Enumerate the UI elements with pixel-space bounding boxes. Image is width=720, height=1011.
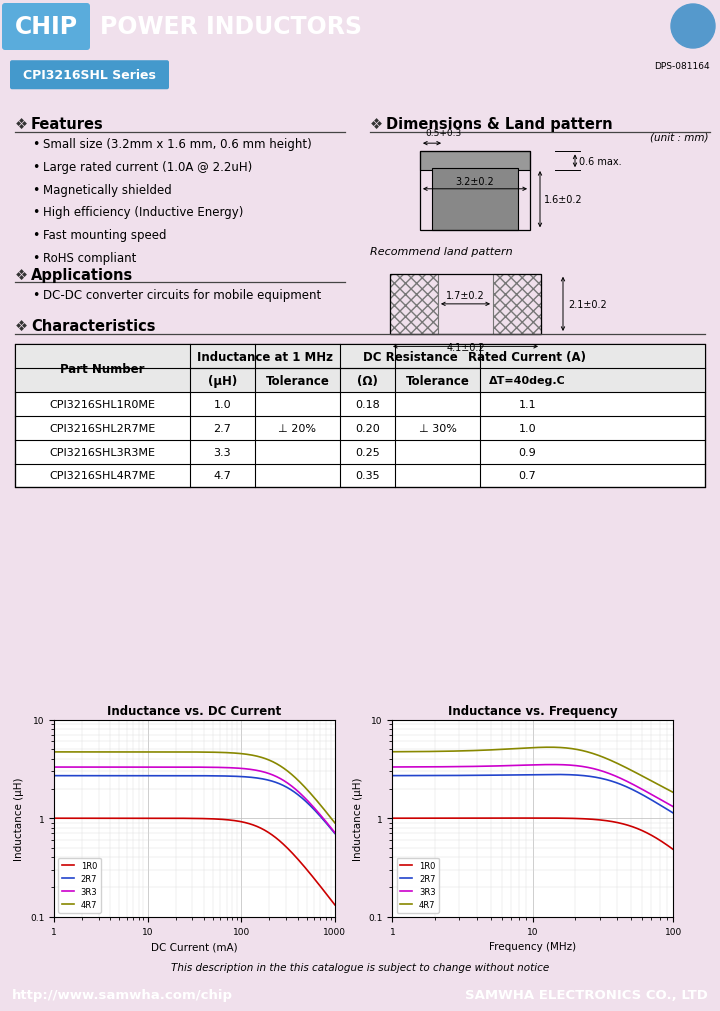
Text: 3.2±0.2: 3.2±0.2	[456, 177, 495, 186]
Bar	[15, 345, 705, 392]
Text: 0.7: 0.7	[518, 471, 536, 481]
Circle shape	[671, 5, 715, 49]
Text: CPI3216SHL2R7ME: CPI3216SHL2R7ME	[50, 424, 156, 434]
Text: 4.7: 4.7	[214, 471, 231, 481]
FancyBboxPatch shape	[10, 61, 169, 90]
Text: CPI3216SHL1R0ME: CPI3216SHL1R0ME	[50, 399, 156, 409]
Text: DC-DC converter circuits for mobile equipment: DC-DC converter circuits for mobile equi…	[43, 289, 321, 302]
Text: •: •	[32, 252, 40, 265]
Text: 3.3: 3.3	[214, 447, 231, 457]
Text: 1.0: 1.0	[214, 399, 231, 409]
Text: 1.7±0.2: 1.7±0.2	[446, 290, 485, 300]
Text: 1.0: 1.0	[518, 424, 536, 434]
Text: •: •	[32, 161, 40, 174]
Text: Part Number: Part Number	[60, 362, 145, 375]
Text: 0.20: 0.20	[355, 424, 380, 434]
FancyBboxPatch shape	[2, 4, 90, 51]
Text: Characteristics: Characteristics	[31, 319, 156, 334]
Text: 0.6 max.: 0.6 max.	[579, 157, 621, 167]
Text: ❖: ❖	[15, 117, 28, 132]
Text: ❖: ❖	[15, 319, 28, 334]
Text: 2.1±0.2: 2.1±0.2	[568, 299, 607, 309]
Text: 0.25: 0.25	[355, 447, 380, 457]
Text: Magnetically shielded: Magnetically shielded	[43, 183, 172, 196]
Y-axis label: Inductance (μH): Inductance (μH)	[14, 776, 24, 860]
Text: Applications: Applications	[31, 267, 133, 282]
Text: http://www.samwha.com/chip: http://www.samwha.com/chip	[12, 989, 233, 1002]
Text: Dimensions & Land pattern: Dimensions & Land pattern	[386, 117, 613, 132]
Text: Large rated current (1.0A @ 2.2uH): Large rated current (1.0A @ 2.2uH)	[43, 161, 252, 174]
Text: POWER INDUCTORS: POWER INDUCTORS	[100, 15, 362, 39]
Text: Sᵐ: Sᵐ	[686, 18, 700, 28]
Title: Inductance vs. Frequency: Inductance vs. Frequency	[448, 705, 618, 717]
Text: CPI3216SHL3R3ME: CPI3216SHL3R3ME	[50, 447, 156, 457]
Text: •: •	[32, 206, 40, 219]
Text: •: •	[32, 137, 40, 151]
Text: 0.35: 0.35	[355, 471, 380, 481]
Text: ❖: ❖	[15, 267, 28, 282]
Text: Tolerance: Tolerance	[405, 374, 469, 387]
Title: Inductance vs. DC Current: Inductance vs. DC Current	[107, 705, 282, 717]
Bar	[390, 275, 438, 335]
Text: ΔT=40deg.C: ΔT=40deg.C	[489, 376, 566, 385]
Text: ⊥ 30%: ⊥ 30%	[418, 424, 456, 434]
Bar	[390, 275, 541, 335]
Text: •: •	[32, 183, 40, 196]
Text: WHA: WHA	[680, 26, 706, 35]
Legend: 1R0, 2R7, 3R3, 4R7: 1R0, 2R7, 3R3, 4R7	[397, 857, 439, 913]
Text: High efficiency (Inductive Energy): High efficiency (Inductive Energy)	[43, 206, 243, 219]
Text: 0.5+0.3: 0.5+0.3	[425, 128, 462, 137]
Text: 4.1±0.2: 4.1±0.2	[446, 343, 485, 353]
Text: SAMWHA ELECTRONICS CO., LTD: SAMWHA ELECTRONICS CO., LTD	[465, 989, 708, 1002]
Text: Small size (3.2mm x 1.6 mm, 0.6 mm height): Small size (3.2mm x 1.6 mm, 0.6 mm heigh…	[43, 137, 312, 151]
X-axis label: Frequency (MHz): Frequency (MHz)	[489, 941, 577, 951]
Text: Features: Features	[31, 117, 104, 132]
Bar	[420, 153, 530, 171]
Legend: 1R0, 2R7, 3R3, 4R7: 1R0, 2R7, 3R3, 4R7	[58, 857, 101, 913]
Text: (Ω): (Ω)	[357, 374, 378, 387]
Text: ⊥ 20%: ⊥ 20%	[279, 424, 317, 434]
Text: DC Resistance: DC Resistance	[363, 351, 457, 363]
Text: RoHS compliant: RoHS compliant	[43, 252, 136, 265]
Text: 1.1: 1.1	[518, 399, 536, 409]
Text: ❖: ❖	[370, 117, 383, 132]
Text: DPS-081164: DPS-081164	[654, 62, 710, 71]
Text: (μH): (μH)	[208, 374, 237, 387]
Text: This description in the this catalogue is subject to change without notice: This description in the this catalogue i…	[171, 962, 549, 972]
Text: 1.6±0.2: 1.6±0.2	[544, 195, 582, 205]
Text: 0.18: 0.18	[355, 399, 380, 409]
Text: CHIP: CHIP	[14, 15, 78, 39]
Bar	[493, 275, 541, 335]
X-axis label: DC Current (mA): DC Current (mA)	[151, 941, 238, 951]
Text: •: •	[32, 289, 40, 302]
Bar	[15, 345, 705, 488]
Text: CPI3216SHL Series: CPI3216SHL Series	[22, 69, 156, 82]
Text: Inductance at 1 MHz: Inductance at 1 MHz	[197, 351, 333, 363]
Text: Recommend land pattern: Recommend land pattern	[370, 247, 513, 257]
Text: Tolerance: Tolerance	[266, 374, 330, 387]
Text: Fast mounting speed: Fast mounting speed	[43, 228, 166, 242]
Text: CPI3216SHL4R7ME: CPI3216SHL4R7ME	[50, 471, 156, 481]
Text: 0.9: 0.9	[518, 447, 536, 457]
Text: (unit : mm): (unit : mm)	[649, 132, 708, 143]
Y-axis label: Inductance (μH): Inductance (μH)	[353, 776, 363, 860]
Text: •: •	[32, 228, 40, 242]
Text: Rated Current (A): Rated Current (A)	[469, 351, 587, 363]
Bar	[420, 153, 530, 232]
Text: 2.7: 2.7	[214, 424, 231, 434]
Bar	[432, 169, 518, 232]
